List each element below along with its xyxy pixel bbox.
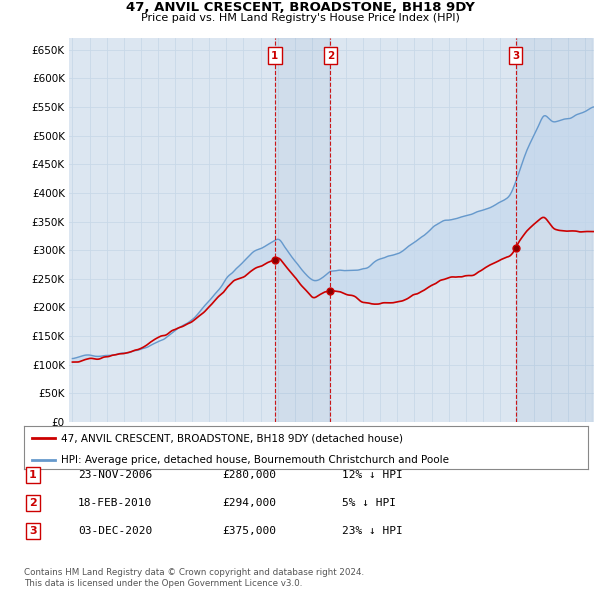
Text: 1: 1 xyxy=(29,470,37,480)
Text: 5% ↓ HPI: 5% ↓ HPI xyxy=(342,498,396,507)
Text: 1: 1 xyxy=(271,51,278,61)
Text: HPI: Average price, detached house, Bournemouth Christchurch and Poole: HPI: Average price, detached house, Bour… xyxy=(61,454,449,464)
Text: 47, ANVIL CRESCENT, BROADSTONE, BH18 9DY: 47, ANVIL CRESCENT, BROADSTONE, BH18 9DY xyxy=(125,1,475,14)
Text: 47, ANVIL CRESCENT, BROADSTONE, BH18 9DY (detached house): 47, ANVIL CRESCENT, BROADSTONE, BH18 9DY… xyxy=(61,433,403,443)
Text: £294,000: £294,000 xyxy=(222,498,276,507)
Text: This data is licensed under the Open Government Licence v3.0.: This data is licensed under the Open Gov… xyxy=(24,579,302,588)
Text: £280,000: £280,000 xyxy=(222,470,276,480)
Bar xyxy=(275,38,331,422)
Text: 12% ↓ HPI: 12% ↓ HPI xyxy=(342,470,403,480)
Text: 18-FEB-2010: 18-FEB-2010 xyxy=(78,498,152,507)
Text: Price paid vs. HM Land Registry's House Price Index (HPI): Price paid vs. HM Land Registry's House … xyxy=(140,13,460,23)
Text: Contains HM Land Registry data © Crown copyright and database right 2024.: Contains HM Land Registry data © Crown c… xyxy=(24,568,364,577)
Text: 23-NOV-2006: 23-NOV-2006 xyxy=(78,470,152,480)
Text: 2: 2 xyxy=(327,51,334,61)
Text: 3: 3 xyxy=(29,526,37,536)
Text: 3: 3 xyxy=(512,51,519,61)
Text: 23% ↓ HPI: 23% ↓ HPI xyxy=(342,526,403,536)
Text: £375,000: £375,000 xyxy=(222,526,276,536)
Bar xyxy=(515,38,592,422)
Text: 03-DEC-2020: 03-DEC-2020 xyxy=(78,526,152,536)
Text: 2: 2 xyxy=(29,498,37,507)
